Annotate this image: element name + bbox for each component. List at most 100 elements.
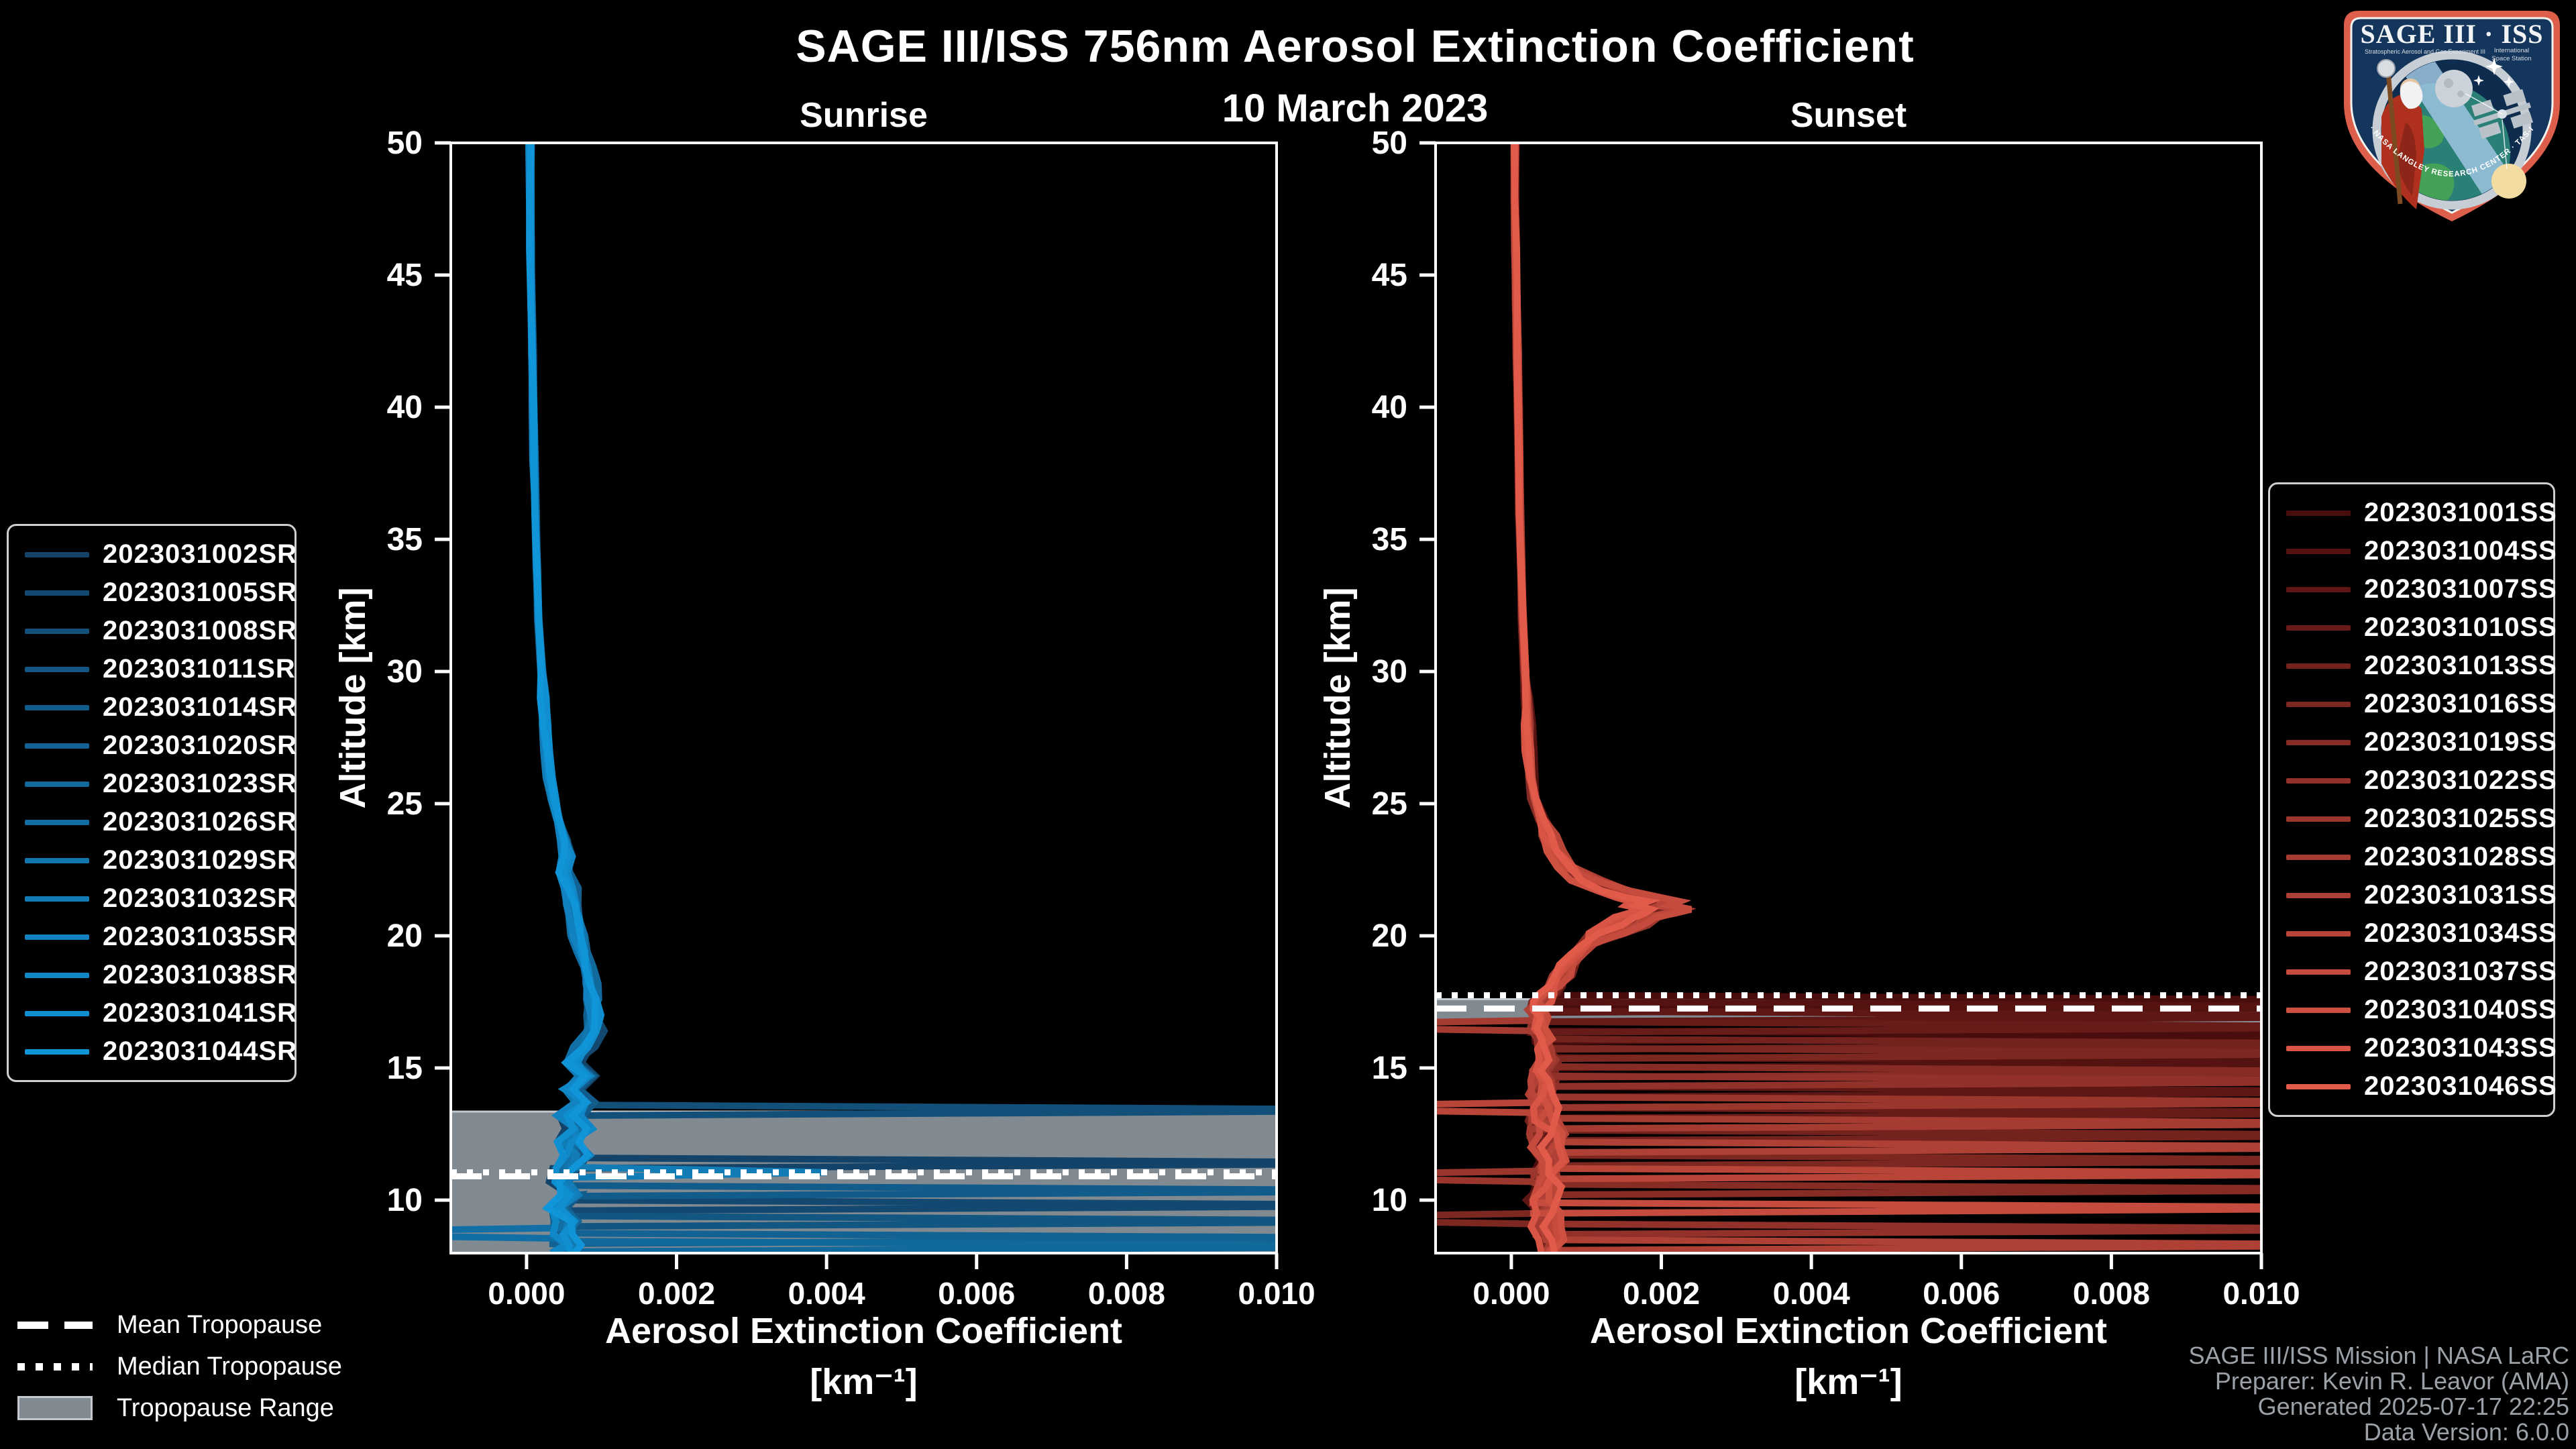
legend-line-swatch-icon (25, 551, 89, 557)
legend-line-swatch-icon (25, 1049, 89, 1055)
legend-item: 2023031044SR (15, 1032, 297, 1071)
legend-line-swatch-icon (2286, 586, 2351, 592)
y-tick-label: 45 (387, 258, 423, 293)
date-subtitle: 10 March 2023 (1222, 87, 1489, 130)
legend-label: 2023031038SR (103, 960, 298, 989)
y-tick-label: 45 (1372, 258, 1407, 293)
x-tick-label: 0.006 (938, 1276, 1015, 1311)
sight-line (2502, 119, 2508, 170)
median-tropopause-legend-row: Median Tropopause (17, 1346, 342, 1387)
y-tick-label: 20 (1372, 918, 1407, 954)
x-tick-label: 0.004 (1773, 1276, 1851, 1311)
x-tick-label: 0.004 (788, 1276, 866, 1311)
legend-item: 2023031020SR (15, 727, 297, 765)
legend-item: 2023031004SS (2277, 532, 2557, 570)
legend-line-swatch-icon (2286, 625, 2351, 631)
page-title: SAGE III/ISS 756nm Aerosol Extinction Co… (796, 21, 1915, 72)
legend-line-swatch-icon (2286, 1045, 2351, 1051)
legend-label: 2023031023SR (103, 769, 298, 798)
legend-line-swatch-icon (2286, 739, 2351, 745)
x-tick-label: 0.008 (1088, 1276, 1165, 1311)
legend-label: 2023031029SR (103, 845, 298, 875)
plot-frame (449, 142, 1278, 1254)
credit-line: SAGE III/ISS Mission | NASA LaRC (2188, 1342, 2569, 1369)
legend-label: 2023031001SS (2364, 498, 2557, 527)
y-tick-label: 15 (387, 1051, 423, 1086)
legend-line-swatch-icon (2286, 510, 2351, 516)
legend-item: 2023031008SR (15, 612, 297, 650)
legend-label: 2023031019SS (2364, 727, 2557, 757)
dotted-line-swatch-icon (17, 1362, 93, 1371)
legend-item: 2023031043SS (2277, 1029, 2557, 1067)
legend-line-swatch-icon (2286, 1007, 2351, 1013)
y-axis-label: Altitude [km] (1318, 588, 1358, 809)
legend-line-swatch-icon (2286, 969, 2351, 975)
moon (2435, 70, 2473, 107)
legend-label: 2023031032SR (103, 883, 298, 913)
sunrise-panel: 10 15 20 25 30 35 40 45 50 0.000 0.002 0.004 0.006 0.… (333, 125, 1316, 1402)
y-tick-label: 50 (1372, 125, 1407, 161)
sun (2491, 164, 2526, 199)
legend-item: 2023031023SR (15, 765, 297, 803)
y-tick-label: 10 (1372, 1183, 1407, 1218)
logo-subtitle-right-2: Space Station (2491, 55, 2531, 62)
legend-line-swatch-icon (25, 743, 89, 749)
y-tick-label: 30 (1372, 654, 1407, 690)
tropopause-legend: Mean Tropopause Median Tropopause Tropop… (17, 1304, 342, 1429)
legend-line-swatch-icon (2286, 663, 2351, 669)
legend-label: 2023031016SS (2364, 689, 2557, 718)
logo-subtitle-left: Stratospheric Aerosol and Gas Experiment… (2365, 48, 2485, 55)
y-tick-label: 35 (387, 522, 423, 557)
legend-line-swatch-icon (2286, 930, 2351, 936)
logo-subtitle-right-1: International (2494, 47, 2529, 54)
legend-label: 2023031005SR (103, 578, 298, 607)
legend-item: 2023031038SR (15, 956, 297, 994)
sight-line (2465, 93, 2503, 115)
legend-line-swatch-icon (2286, 854, 2351, 860)
credit-line: Generated 2025-07-17 22:25 (2257, 1393, 2569, 1420)
legend-label: 2023031028SS (2364, 842, 2557, 871)
stars (2473, 58, 2514, 87)
y-tick-label: 20 (387, 918, 423, 954)
credit-line: Data Version: 6.0.0 (2363, 1418, 2569, 1446)
legend-item: 2023031026SR (15, 803, 297, 841)
x-tick-label: 0.010 (2222, 1276, 2300, 1311)
legend-item: 2023031028SS (2277, 838, 2557, 876)
legend-item: 2023031029SR (15, 841, 297, 879)
sunrise-event-legend: 2023031002SR 2023031005SR 2023031008SR 2023… (7, 524, 297, 1082)
legend-line-swatch-icon (25, 972, 89, 978)
credit-line: Preparer: Kevin R. Leavor (AMA) (2214, 1367, 2569, 1395)
legend-item: 2023031031SS (2277, 876, 2557, 914)
legend-label: 2023031043SS (2364, 1033, 2557, 1063)
legend-line-swatch-icon (25, 590, 89, 596)
y-tick-label: 30 (387, 654, 423, 690)
range-band-swatch-icon (17, 1396, 93, 1420)
y-tick-label: 40 (387, 390, 423, 425)
moon-crater (2444, 78, 2453, 88)
legend-line-swatch-icon (25, 704, 89, 710)
legend-line-swatch-icon (25, 819, 89, 825)
legend-label: 2023031002SR (103, 539, 298, 569)
x-axis-unit-label: [km⁻¹] (810, 1362, 918, 1402)
x-axis-unit-label: [km⁻¹] (1794, 1362, 1902, 1402)
legend-item: 2023031002SR (15, 535, 297, 574)
atmosphere-band (2403, 60, 2521, 201)
sage-figure (2377, 59, 2424, 209)
legend-label: 2023031037SS (2364, 957, 2557, 986)
y-tick-label: 15 (1372, 1051, 1407, 1086)
tropopause-range-label: Tropopause Range (117, 1393, 334, 1422)
legend-label: 2023031034SS (2364, 918, 2557, 948)
legend-item: 2023031016SS (2277, 685, 2557, 723)
legend-item: 2023031013SS (2277, 647, 2557, 685)
legend-line-swatch-icon (25, 666, 89, 672)
legend-item: 2023031032SR (15, 879, 297, 918)
sunset-panel: 10 15 20 25 30 35 40 45 50 0.000 0.002 0.004 0.006 0.… (1318, 125, 2300, 1402)
legend-line-swatch-icon (2286, 548, 2351, 554)
legend-item: 2023031001SS (2277, 494, 2557, 532)
legend-line-swatch-icon (25, 781, 89, 787)
legend-item: 2023031041SR (15, 994, 297, 1032)
legend-label: 2023031022SS (2364, 765, 2557, 795)
logo-title: SAGE III · ISS (2360, 19, 2543, 49)
y-axis-label: Altitude [km] (333, 588, 373, 809)
